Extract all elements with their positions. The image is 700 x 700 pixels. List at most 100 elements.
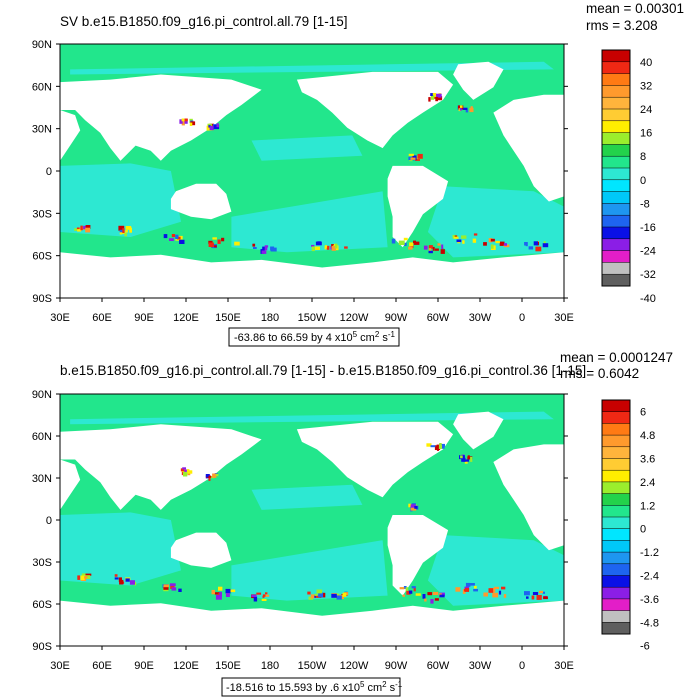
eddy-cell bbox=[225, 588, 231, 594]
ocean-low-values bbox=[60, 61, 564, 258]
eddy-cell bbox=[533, 241, 538, 246]
eddy-cell bbox=[234, 241, 240, 246]
eddy-cell bbox=[190, 121, 196, 126]
lat-labels: 90N 60N 30N 0 30S 60S 90S bbox=[32, 39, 52, 305]
stat-mean: mean = 0.00301 bbox=[586, 1, 684, 16]
eddy-cell bbox=[331, 593, 337, 598]
lon-label: 150E bbox=[215, 312, 241, 324]
eddy-cell bbox=[182, 467, 186, 470]
colorbar-label: 6 bbox=[640, 407, 646, 419]
lon-label: 30W bbox=[469, 660, 492, 672]
eddy-cell bbox=[405, 587, 409, 592]
panel-title: b.e15.B1850.f09_g16.pi_control.all.79 [1… bbox=[60, 363, 586, 378]
eddy-cell bbox=[422, 594, 426, 599]
colorbar-swatch bbox=[602, 250, 630, 263]
eddy-cell bbox=[344, 246, 348, 249]
colorbar-swatch bbox=[602, 552, 630, 565]
lon-label: 60W bbox=[427, 312, 450, 324]
eddy-cell bbox=[169, 583, 176, 587]
lon-label: 90E bbox=[134, 660, 154, 672]
eddy-cell bbox=[74, 228, 79, 231]
eddy-cell bbox=[219, 591, 222, 597]
lon-label: 120E bbox=[173, 312, 199, 324]
eddy-cell bbox=[307, 591, 311, 595]
lat-label: 90N bbox=[32, 389, 52, 401]
eddy-cell bbox=[342, 592, 347, 597]
colorbar-swatch bbox=[602, 517, 630, 529]
eddy-cell bbox=[483, 242, 487, 246]
eddy-cell bbox=[436, 444, 441, 447]
map-ticks bbox=[56, 393, 568, 650]
eddy-cell bbox=[455, 587, 461, 592]
eddy-cell bbox=[467, 455, 470, 460]
eddy-cell bbox=[77, 575, 81, 580]
land-mask bbox=[60, 411, 564, 646]
lat-label: 90N bbox=[32, 39, 52, 51]
eddy-cell bbox=[499, 241, 505, 246]
eddy-cell bbox=[118, 577, 122, 582]
colorbar-swatch bbox=[602, 400, 630, 412]
colorbar-swatch bbox=[602, 109, 630, 122]
lon-label: 60E bbox=[92, 660, 112, 672]
colorbar-swatch bbox=[602, 144, 630, 157]
lat-label: 60N bbox=[32, 81, 52, 93]
eddy-cell bbox=[175, 234, 179, 239]
eddy-cell bbox=[163, 584, 169, 588]
land-region bbox=[60, 110, 81, 161]
lon-label: 120W bbox=[340, 312, 369, 324]
eddy-cell bbox=[391, 238, 396, 244]
eddy-cell bbox=[314, 593, 318, 596]
colorbar-label: -16 bbox=[640, 222, 656, 234]
eddy-cell bbox=[427, 592, 433, 596]
eddy-cell bbox=[431, 93, 437, 97]
eddy-cell bbox=[114, 574, 118, 577]
lat-labels: 90N 60N 30N 0 30S 60S 90S bbox=[32, 389, 52, 653]
eddy-cell bbox=[208, 240, 213, 245]
lat-label: 60S bbox=[32, 251, 52, 263]
lon-label: 90W bbox=[385, 312, 408, 324]
ocean-low-region bbox=[251, 484, 363, 510]
eddy-cell bbox=[492, 592, 499, 598]
ocean-low-region bbox=[231, 191, 388, 253]
eddy-cell bbox=[465, 109, 469, 113]
eddy-cell bbox=[187, 470, 193, 474]
eddy-cell bbox=[430, 599, 434, 604]
eddy-cell bbox=[125, 229, 128, 233]
eddy-cell bbox=[441, 244, 444, 249]
lat-label: 30S bbox=[32, 557, 52, 569]
eddy-cell bbox=[474, 585, 477, 589]
colorbar-label: 3.6 bbox=[640, 454, 655, 466]
eddy-cell bbox=[472, 238, 477, 243]
eddy-cell bbox=[483, 592, 488, 597]
eddy-cell bbox=[424, 598, 427, 602]
eddy-cell bbox=[410, 157, 416, 160]
eddy-cell bbox=[432, 591, 439, 595]
colorbar-label: -40 bbox=[640, 293, 656, 305]
lon-labels: 30E 60E 90E 120E 150E 180 150W 120W 90W 60W 30W 0 30… bbox=[50, 312, 574, 324]
eddy-cell bbox=[209, 476, 215, 479]
colorbar-swatch bbox=[602, 274, 630, 287]
eddy-cell bbox=[398, 240, 405, 245]
lat-label: 30N bbox=[32, 473, 52, 485]
eddy-cell bbox=[334, 243, 338, 249]
eddy-cell bbox=[81, 573, 87, 577]
eddy-cell bbox=[221, 237, 225, 242]
ocean-low-region bbox=[427, 535, 564, 606]
eddy-cell bbox=[261, 598, 267, 601]
colorbar-swatch bbox=[602, 587, 630, 600]
land-mask bbox=[60, 61, 564, 298]
eddy-cell bbox=[411, 586, 416, 589]
eddy-cell bbox=[461, 235, 467, 239]
lon-label: 30E bbox=[50, 312, 70, 324]
eddy-cell bbox=[217, 239, 221, 244]
land-region bbox=[60, 600, 564, 646]
eddy-cell bbox=[252, 243, 256, 247]
colorbar: 40 32 24 16 8 0 -8 -16 -24 -32 -40 bbox=[601, 49, 656, 305]
colorbar-label: -24 bbox=[640, 246, 656, 258]
colorbar-label: -2.4 bbox=[640, 571, 659, 583]
eddy-cell bbox=[208, 242, 214, 247]
eddy-cell bbox=[163, 586, 169, 590]
lon-label: 150W bbox=[298, 312, 327, 324]
colorbar-swatch bbox=[602, 227, 630, 240]
